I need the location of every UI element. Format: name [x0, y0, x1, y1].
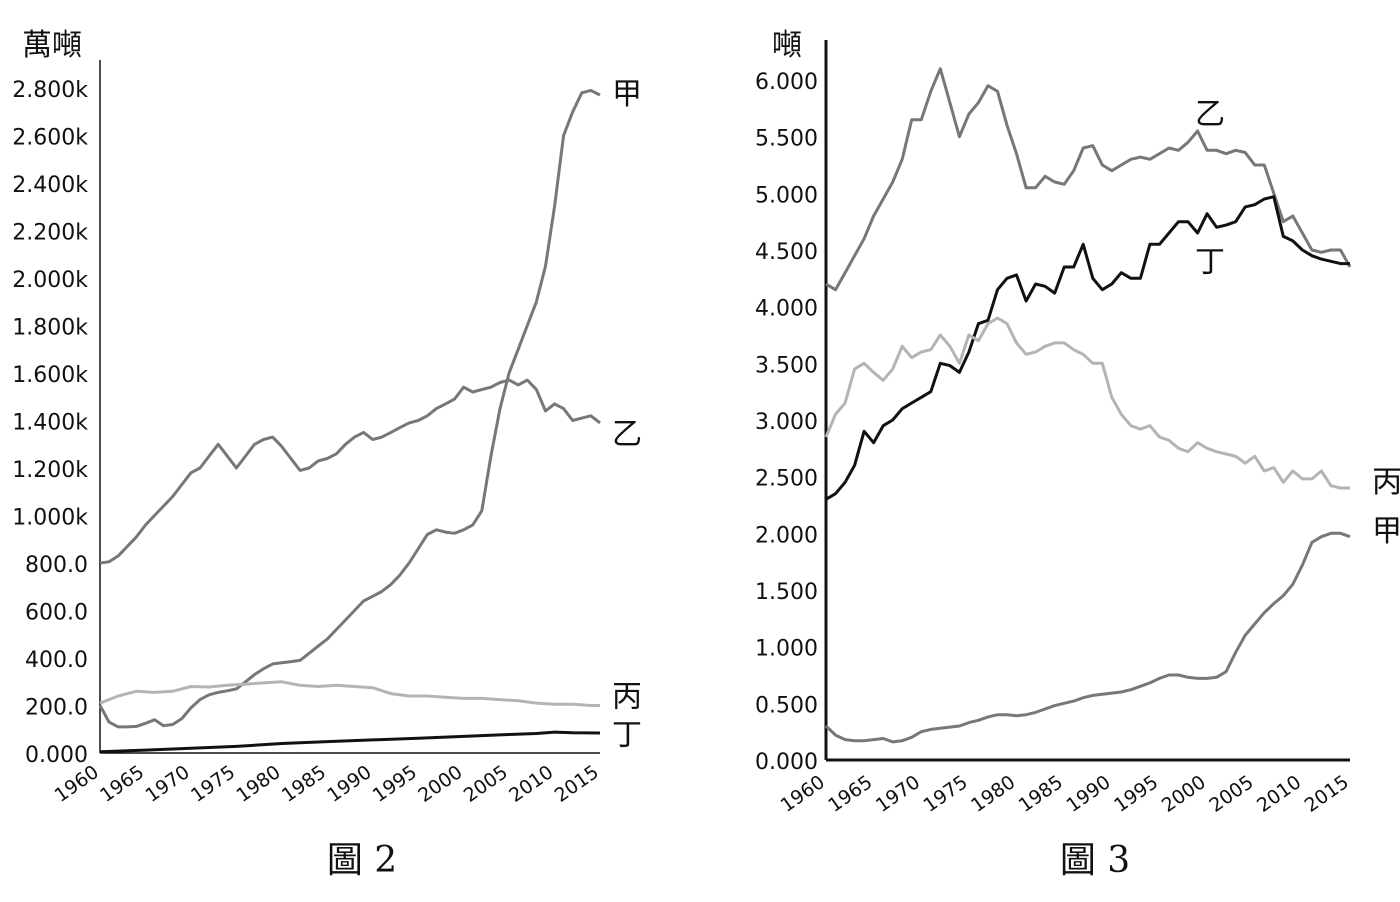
y-tick-label: 5.000 [755, 183, 818, 208]
series-label-3: 甲 [1372, 514, 1400, 549]
x-tick-label: 1980 [232, 761, 284, 807]
x-tick-label: 2005 [1205, 771, 1257, 817]
y-tick-label: 0.500 [755, 693, 818, 718]
y-tick-label: 2.200k [12, 221, 88, 246]
series-line-3 [824, 531, 1351, 744]
y-tick-label: 6.000 [755, 70, 818, 95]
y-tick-label: 4.000 [755, 297, 818, 322]
series-label-0: 甲 [612, 77, 642, 112]
y-unit-label: 噸 [772, 28, 802, 63]
x-tick-label: 2005 [460, 761, 512, 807]
series-line-2 [824, 316, 1350, 490]
series-line-0 [825, 67, 1352, 292]
y-tick-label: 1.400k [12, 411, 88, 436]
series-label-3: 丁 [612, 718, 642, 753]
series-label-2: 丙 [612, 680, 642, 715]
chart-figure-2: 萬噸 0.000 200.0 400.0 600.0 800.0 1.000k 1.200k… [12, 28, 642, 881]
series-line-1 [825, 195, 1350, 501]
y-tick-label: 0.000 [25, 743, 88, 768]
series-line-2 [99, 680, 600, 707]
y-tick-label: 2.000 [755, 523, 818, 548]
y-tick-label: 2.400k [12, 173, 88, 198]
x-tick-label: 2000 [1158, 771, 1210, 817]
x-tick-label: 1980 [967, 771, 1019, 817]
series-line-3 [99, 730, 601, 754]
y-unit-label: 萬噸 [22, 28, 82, 63]
y-tick-label: 3.500 [755, 353, 818, 378]
y-tick-label: 600.0 [25, 601, 88, 626]
y-tick-labels: 0.000 200.0 400.0 600.0 800.0 1.000k 1.200k 1.4… [12, 78, 88, 768]
y-tick-label: 0.000 [755, 750, 818, 775]
x-tick-label: 2015 [1301, 771, 1353, 817]
x-tick-label: 2010 [1253, 771, 1305, 817]
x-tick-label: 1985 [278, 761, 330, 807]
y-tick-label: 1.500 [755, 580, 818, 605]
x-tick-label: 1965 [96, 761, 148, 807]
x-tick-label: 2000 [414, 761, 466, 807]
series-line-1 [99, 378, 601, 565]
y-tick-label: 1.600k [12, 363, 88, 388]
x-tick-label: 1995 [369, 761, 421, 807]
series-line-0 [98, 88, 601, 729]
x-tick-label: 1965 [824, 771, 876, 817]
x-tick-label: 2015 [551, 761, 603, 807]
y-tick-label: 2.800k [12, 78, 88, 103]
y-tick-label: 200.0 [25, 696, 88, 721]
axes [99, 60, 600, 754]
series-label-1: 乙 [612, 417, 642, 452]
y-tick-label: 2.600k [12, 126, 88, 151]
y-tick-label: 2.000k [12, 268, 88, 293]
y-tick-label: 1.000k [12, 506, 88, 531]
y-tick-label: 1.000 [755, 637, 818, 662]
y-tick-label: 1.800k [12, 316, 88, 341]
x-tick-labels: 1960196519701975198019851990199520002005… [51, 761, 603, 807]
series-lines [98, 88, 601, 754]
x-tick-label: 1975 [920, 771, 972, 817]
chart-figure-3: 噸 0.000 0.500 1.000 1.500 2.000 2.500 3.000 3.5… [755, 28, 1400, 881]
x-tick-label: 1970 [872, 771, 924, 817]
y-tick-label: 400.0 [25, 648, 88, 673]
series-label-1: 丁 [1195, 245, 1225, 280]
y-tick-label: 3.000 [755, 410, 818, 435]
x-tick-label: 1995 [1110, 771, 1162, 817]
y-tick-label: 800.0 [25, 553, 88, 578]
x-tick-label: 1970 [142, 761, 194, 807]
x-tick-label: 1975 [187, 761, 239, 807]
x-tick-label: 1990 [323, 761, 375, 807]
series-label-2: 丙 [1372, 465, 1400, 500]
x-tick-label: 2010 [505, 761, 557, 807]
figure-caption: 圖 2 [327, 840, 397, 881]
series-label-0: 乙 [1195, 97, 1225, 132]
y-tick-label: 1.200k [12, 458, 88, 483]
y-tick-label: 4.500 [755, 240, 818, 265]
y-tick-labels: 0.000 0.500 1.000 1.500 2.000 2.500 3.000 3.500… [755, 70, 818, 775]
x-tick-label: 1990 [1062, 771, 1114, 817]
figure-caption: 圖 3 [1060, 840, 1130, 881]
x-tick-label: 1960 [777, 771, 829, 817]
x-tick-label: 1985 [1015, 771, 1067, 817]
y-tick-label: 2.500 [755, 467, 818, 492]
axes [824, 40, 1350, 762]
y-tick-label: 5.500 [755, 127, 818, 152]
series-lines [824, 67, 1352, 744]
x-tick-labels: 1960196519701975198019851990199520002005… [777, 771, 1353, 817]
